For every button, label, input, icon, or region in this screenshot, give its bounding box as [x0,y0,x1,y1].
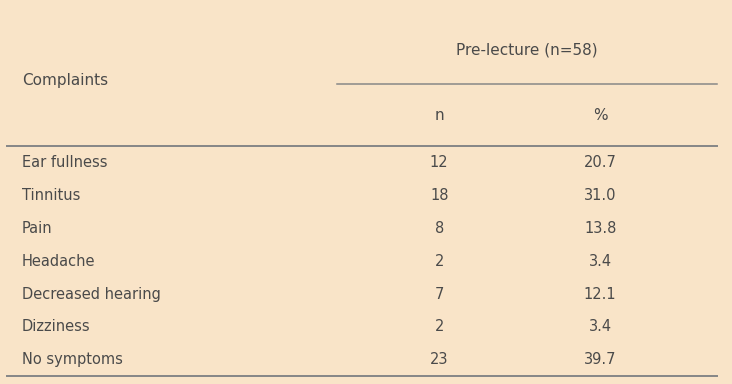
Text: Headache: Headache [22,253,95,269]
Text: 13.8: 13.8 [584,221,616,236]
Text: 39.7: 39.7 [584,353,616,367]
Text: No symptoms: No symptoms [22,353,123,367]
Text: n: n [434,108,444,123]
Text: 8: 8 [435,221,444,236]
Text: 3.4: 3.4 [589,253,612,269]
Text: 12.1: 12.1 [584,286,616,301]
Text: Pain: Pain [22,221,53,236]
Text: %: % [593,108,608,123]
Text: 3.4: 3.4 [589,319,612,334]
Text: 2: 2 [435,319,444,334]
Text: Complaints: Complaints [22,73,108,88]
Text: Decreased hearing: Decreased hearing [22,286,161,301]
Text: Pre-lecture (n=58): Pre-lecture (n=58) [456,42,598,58]
Text: 23: 23 [430,353,449,367]
Text: Tinnitus: Tinnitus [22,188,81,203]
Text: 12: 12 [430,155,449,170]
Text: 18: 18 [430,188,449,203]
Text: 20.7: 20.7 [584,155,616,170]
Text: 31.0: 31.0 [584,188,616,203]
Text: Ear fullness: Ear fullness [22,155,108,170]
Text: 2: 2 [435,253,444,269]
Text: 7: 7 [435,286,444,301]
Text: Dizziness: Dizziness [22,319,91,334]
